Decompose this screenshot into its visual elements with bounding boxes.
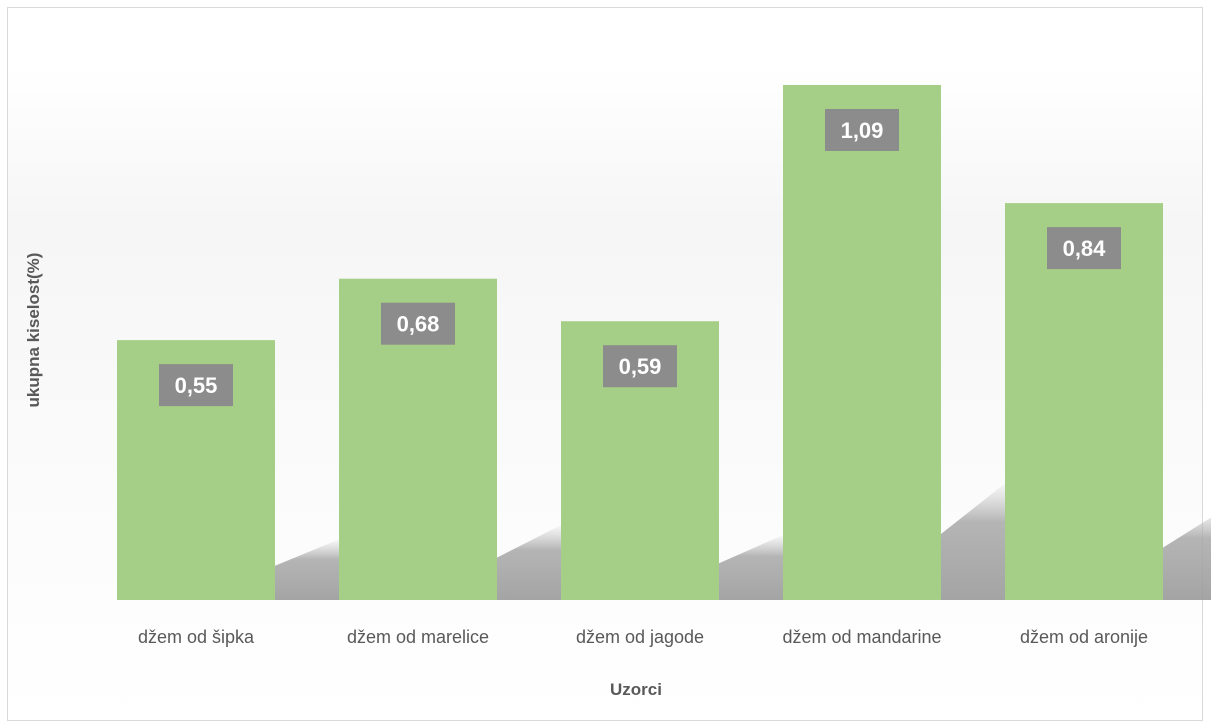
bars-group [117,84,1163,601]
x-tick-label: džem od marelice [347,627,489,647]
data-label-box [381,302,455,345]
data-label: 0,84 [1063,236,1107,261]
bar [783,84,941,601]
y-axis-title: ukupna kiselost(%) [24,253,43,408]
x-tick-label: džem od jagode [576,627,704,647]
data-label-box [603,345,677,388]
data-label: 0,55 [175,373,218,398]
x-axis-title: Uzorci [610,680,662,699]
data-label-box [825,108,899,151]
data-labels-group: 0,55 0,68 0,59 1,09 0,84 [159,108,1121,407]
x-tick-label: džem od mandarine [782,627,941,647]
data-label: 0,68 [397,312,440,337]
data-label-box [159,364,233,407]
x-tick-label: džem od aronije [1020,627,1148,647]
bar [1005,203,1163,600]
data-label: 1,09 [841,118,884,143]
data-label-box [1047,227,1121,270]
x-tick-labels-group: džem od šipka džem od marelice džem od jag… [138,627,1148,647]
bar-shadow [1163,517,1211,600]
x-tick-label: džem od šipka [138,627,255,647]
data-label: 0,59 [619,354,662,379]
